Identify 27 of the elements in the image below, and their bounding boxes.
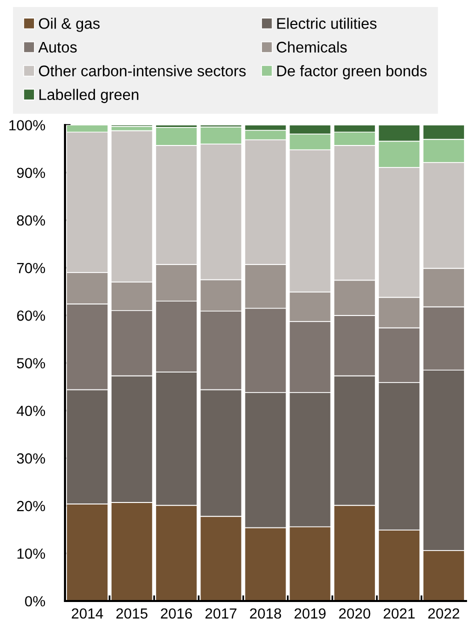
x-tick-label: 2021: [384, 608, 415, 619]
legend-label: Electric utilities: [277, 18, 377, 29]
x-tick-label: 2014: [72, 608, 104, 619]
y-tick-label: 90%: [17, 168, 46, 178]
x-tick-label: 2020: [339, 608, 370, 619]
x-tick-label: 2022: [428, 608, 460, 619]
y-tick-label: 100%: [9, 120, 46, 130]
x-tick-label: 2017: [205, 608, 236, 619]
y-tick-label: 60%: [17, 310, 46, 321]
x-tick-label: 2015: [116, 608, 148, 619]
legend-label: De factor green bonds: [277, 65, 427, 80]
y-tick-label: 30%: [16, 453, 46, 464]
x-tick-label: 2018: [250, 608, 282, 619]
y-tick-label: 70%: [17, 262, 46, 274]
y-tick-label: 20%: [17, 500, 46, 512]
x-tick-label: 2019: [294, 608, 326, 619]
y-tick-label: 50%: [16, 358, 46, 368]
y-tick-label: 10%: [17, 548, 46, 559]
y-tick-label: 40%: [16, 406, 46, 416]
x-tick-label: 2016: [160, 608, 192, 619]
y-tick-label: 0%: [25, 596, 46, 606]
legend-label: Autos: [38, 42, 77, 53]
legend-label: Other carbon-intensive sectors: [38, 65, 246, 76]
legend-label: Oil & gas: [38, 18, 100, 32]
legend-label: Chemicals: [276, 41, 347, 53]
y-tick-label: 80%: [17, 215, 46, 226]
legend-label: Labelled green: [39, 88, 138, 104]
